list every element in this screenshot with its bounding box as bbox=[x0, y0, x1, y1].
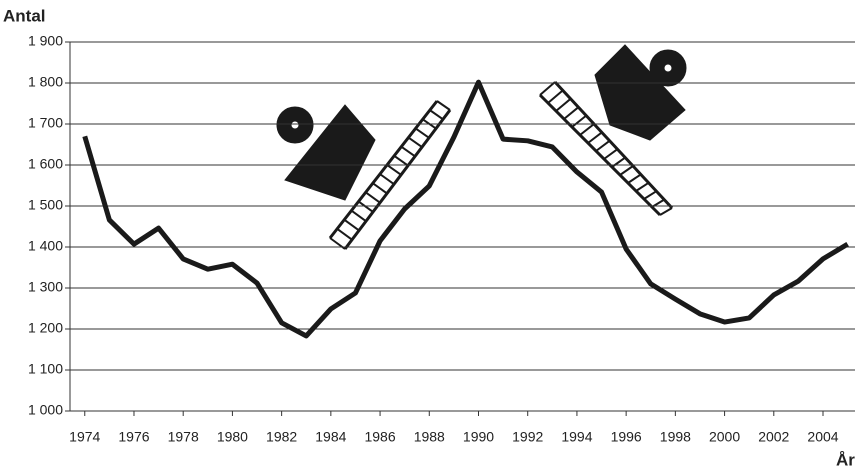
x-tick-label: 1990 bbox=[463, 429, 494, 445]
x-tick-label: 1988 bbox=[414, 429, 445, 445]
ladder-rung bbox=[596, 141, 610, 151]
ladder-rung bbox=[373, 183, 387, 193]
y-tick-label: 1 100 bbox=[28, 361, 63, 377]
y-tick-label: 1 700 bbox=[28, 115, 63, 131]
ladder-rung bbox=[437, 101, 450, 110]
ladder-rung bbox=[660, 208, 672, 215]
ladder-rung bbox=[580, 124, 594, 135]
ladder-rung bbox=[359, 201, 373, 211]
y-tick-label: 1 500 bbox=[28, 197, 63, 213]
x-tick-label: 1982 bbox=[266, 429, 297, 445]
ladder-rung bbox=[540, 82, 555, 95]
ladder-rung bbox=[620, 166, 633, 175]
ladder-rung bbox=[612, 158, 625, 167]
y-tick-label: 1 000 bbox=[28, 402, 63, 418]
x-tick-label: 2000 bbox=[709, 429, 740, 445]
x-axis-label: År bbox=[836, 450, 855, 469]
x-tick-label: 1984 bbox=[315, 429, 346, 445]
ladder-rung bbox=[387, 165, 401, 175]
x-tick-label: 2002 bbox=[758, 429, 789, 445]
x-tick-label: 1980 bbox=[217, 429, 248, 445]
y-tick-label: 1 400 bbox=[28, 238, 63, 254]
ladder-rung bbox=[408, 138, 422, 148]
ladder-rung bbox=[588, 132, 602, 143]
x-tick-label: 1992 bbox=[512, 429, 543, 445]
ladder-rung bbox=[564, 107, 578, 119]
ladder-rung bbox=[401, 147, 415, 157]
x-tick-label: 2004 bbox=[807, 429, 838, 445]
y-tick-label: 1 900 bbox=[28, 33, 63, 49]
ladder-rung bbox=[556, 99, 571, 111]
data-line bbox=[85, 82, 848, 336]
ladder-rung bbox=[394, 156, 408, 166]
x-tick-label: 1986 bbox=[364, 429, 395, 445]
decoration bbox=[277, 45, 686, 249]
ladder-rung bbox=[628, 174, 641, 183]
y-axis-label: Antal bbox=[3, 6, 46, 25]
ladder-rung bbox=[644, 191, 656, 199]
x-tick-label: 1994 bbox=[561, 429, 592, 445]
page: Antal År 1 000 1 100 1 200 1 300 1 400 1 500 1… bbox=[0, 0, 863, 471]
x-tick-label: 1976 bbox=[118, 429, 149, 445]
ladder-rung bbox=[380, 174, 394, 184]
x-tick-label: 1996 bbox=[611, 429, 642, 445]
ladder-rung bbox=[351, 211, 366, 222]
x-tick-label: 1974 bbox=[69, 429, 100, 445]
ladder-rung bbox=[344, 220, 359, 231]
ladder-rung bbox=[604, 149, 617, 159]
ladder-rung bbox=[337, 229, 352, 240]
ladder-rung bbox=[430, 110, 443, 119]
ladder-rung bbox=[366, 192, 380, 202]
ladder-rung bbox=[548, 90, 563, 103]
y-tick-label: 1 800 bbox=[28, 74, 63, 90]
ladder-rung bbox=[572, 116, 586, 127]
x-tick-label: 1978 bbox=[168, 429, 199, 445]
ladder-rung bbox=[416, 128, 429, 137]
y-tick-label: 1 600 bbox=[28, 156, 63, 172]
y-tick-label: 1 300 bbox=[28, 279, 63, 295]
chart: Antal År 1 000 1 100 1 200 1 300 1 400 1 500 1… bbox=[0, 0, 863, 471]
x-tick-label: 1998 bbox=[660, 429, 691, 445]
y-tick-label: 1 200 bbox=[28, 320, 63, 336]
ladder-rung bbox=[636, 183, 649, 191]
